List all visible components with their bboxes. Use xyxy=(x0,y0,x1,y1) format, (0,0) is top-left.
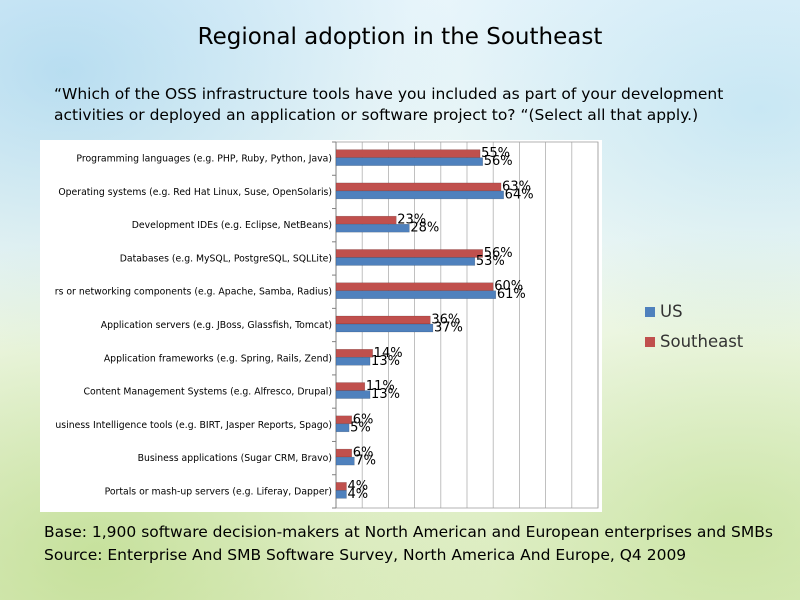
data-label-southeast: 6% xyxy=(353,446,374,461)
base-note: Base: 1,900 software decision-makers at … xyxy=(44,523,773,541)
bar-southeast xyxy=(335,249,483,258)
data-label-us: 5% xyxy=(350,420,371,435)
data-label-us: 64% xyxy=(505,187,534,202)
category-label: rs or networking components (e.g. Apache… xyxy=(55,287,332,298)
bar-us xyxy=(335,456,355,466)
data-label-southeast: 55% xyxy=(481,146,510,161)
bar-us xyxy=(335,323,434,333)
bar-southeast xyxy=(335,382,366,391)
category-label: Application frameworks (e.g. Spring, Rai… xyxy=(104,353,332,364)
survey-question: “Which of the OSS infrastructure tools h… xyxy=(54,85,724,124)
source-note: Source: Enterprise And SMB Software Surv… xyxy=(44,546,687,564)
legend-label-us: US xyxy=(660,302,683,321)
slide-title: Regional adoption in the Southeast xyxy=(197,24,603,50)
bar-us xyxy=(335,390,371,399)
bar-southeast xyxy=(335,182,502,192)
data-label-us: 37% xyxy=(434,321,463,336)
data-label-southeast: 36% xyxy=(431,313,460,328)
bar-us xyxy=(335,157,483,166)
data-label-southeast: 23% xyxy=(397,213,426,228)
category-label: Databases (e.g. MySQL, PostgreSQL, SQLLi… xyxy=(120,253,332,264)
category-label: Business applications (Sugar CRM, Bravo) xyxy=(138,453,332,464)
category-label: Portals or mash-up servers (e.g. Liferay… xyxy=(105,486,332,497)
bar-southeast xyxy=(335,215,397,225)
category-label: Content Management Systems (e.g. Alfresc… xyxy=(84,387,333,398)
category-label: usiness Intelligence tools (e.g. BIRT, J… xyxy=(55,420,332,431)
legend-swatch-us xyxy=(645,307,655,317)
data-label-southeast: 14% xyxy=(374,346,403,361)
chart-area: Programming languages (e.g. PHP, Ruby, P… xyxy=(40,140,602,512)
data-label-us: 61% xyxy=(497,287,526,302)
data-label-us: 28% xyxy=(410,221,439,236)
data-label-us: 53% xyxy=(476,254,505,269)
bar-us xyxy=(335,190,504,200)
data-label-southeast: 4% xyxy=(347,479,368,494)
data-label-southeast: 6% xyxy=(353,412,374,427)
data-label-us: 13% xyxy=(371,387,400,402)
data-label-southeast: 11% xyxy=(366,379,395,394)
bar-southeast xyxy=(335,448,352,458)
bar-us xyxy=(335,423,350,433)
bar-us xyxy=(335,357,371,366)
category-label: Operating systems (e.g. Red Hat Linux, S… xyxy=(58,187,332,198)
data-label-southeast: 56% xyxy=(484,246,513,261)
legend-swatch-southeast xyxy=(645,337,655,347)
data-label-southeast: 60% xyxy=(494,279,523,294)
bar-southeast xyxy=(335,315,431,325)
data-label-us: 13% xyxy=(371,354,400,369)
category-label: Application servers (e.g. JBoss, Glassfi… xyxy=(101,320,332,331)
bar-chart: Programming languages (e.g. PHP, Ruby, P… xyxy=(55,141,599,509)
bar-southeast xyxy=(335,282,494,291)
bar-us xyxy=(335,490,347,499)
bar-southeast xyxy=(335,482,347,491)
bar-southeast xyxy=(335,349,373,358)
category-label: Development IDEs (e.g. Eclipse, NetBeans… xyxy=(132,220,332,231)
data-label-us: 4% xyxy=(347,487,368,502)
legend-label-southeast: Southeast xyxy=(660,332,744,351)
data-label-us: 56% xyxy=(484,154,513,169)
data-label-southeast: 63% xyxy=(502,179,531,194)
bar-us xyxy=(335,290,497,299)
bar-southeast xyxy=(335,149,481,158)
data-label-us: 7% xyxy=(355,454,376,469)
bar-us xyxy=(335,223,410,233)
bar-us xyxy=(335,257,476,266)
category-label: Programming languages (e.g. PHP, Ruby, P… xyxy=(76,154,332,165)
